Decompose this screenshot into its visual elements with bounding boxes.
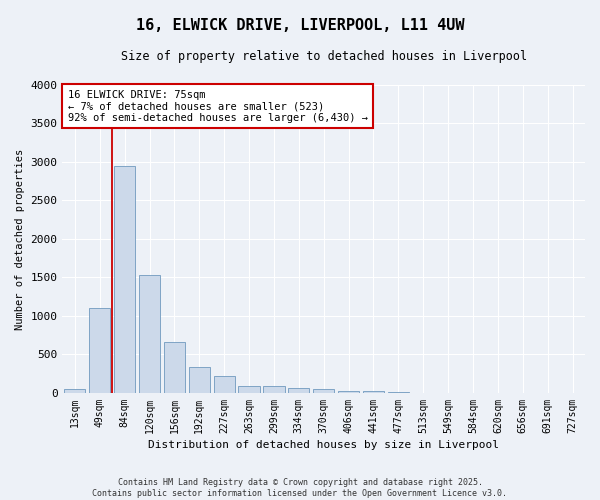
Bar [238,386,260,393]
Bar [164,342,185,393]
Title: Size of property relative to detached houses in Liverpool: Size of property relative to detached ho… [121,50,527,63]
Bar [363,390,384,393]
Text: 16, ELWICK DRIVE, LIVERPOOL, L11 4UW: 16, ELWICK DRIVE, LIVERPOOL, L11 4UW [136,18,464,32]
Bar [288,388,310,393]
Bar [139,275,160,393]
Bar [89,308,110,393]
Bar [64,388,85,393]
Bar [189,367,210,393]
Bar [263,386,284,393]
Bar [214,376,235,393]
Bar [388,392,409,393]
Y-axis label: Number of detached properties: Number of detached properties [15,148,25,330]
Text: 16 ELWICK DRIVE: 75sqm
← 7% of detached houses are smaller (523)
92% of semi-det: 16 ELWICK DRIVE: 75sqm ← 7% of detached … [68,90,368,123]
Bar [338,391,359,393]
Bar [313,390,334,393]
X-axis label: Distribution of detached houses by size in Liverpool: Distribution of detached houses by size … [148,440,499,450]
Bar [114,166,135,393]
Text: Contains HM Land Registry data © Crown copyright and database right 2025.
Contai: Contains HM Land Registry data © Crown c… [92,478,508,498]
